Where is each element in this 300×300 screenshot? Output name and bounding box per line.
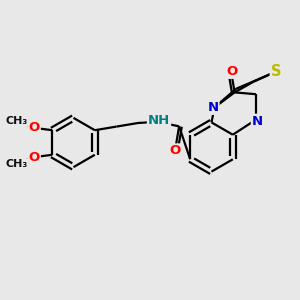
Text: N: N <box>207 101 219 114</box>
Text: O: O <box>226 65 237 78</box>
Text: O: O <box>28 151 40 164</box>
Text: O: O <box>169 144 180 158</box>
Text: S: S <box>271 64 281 80</box>
Text: O: O <box>28 121 40 134</box>
Text: CH₃: CH₃ <box>6 159 28 170</box>
Text: CH₃: CH₃ <box>6 116 28 126</box>
Text: NH: NH <box>148 114 170 127</box>
Text: N: N <box>252 115 263 128</box>
